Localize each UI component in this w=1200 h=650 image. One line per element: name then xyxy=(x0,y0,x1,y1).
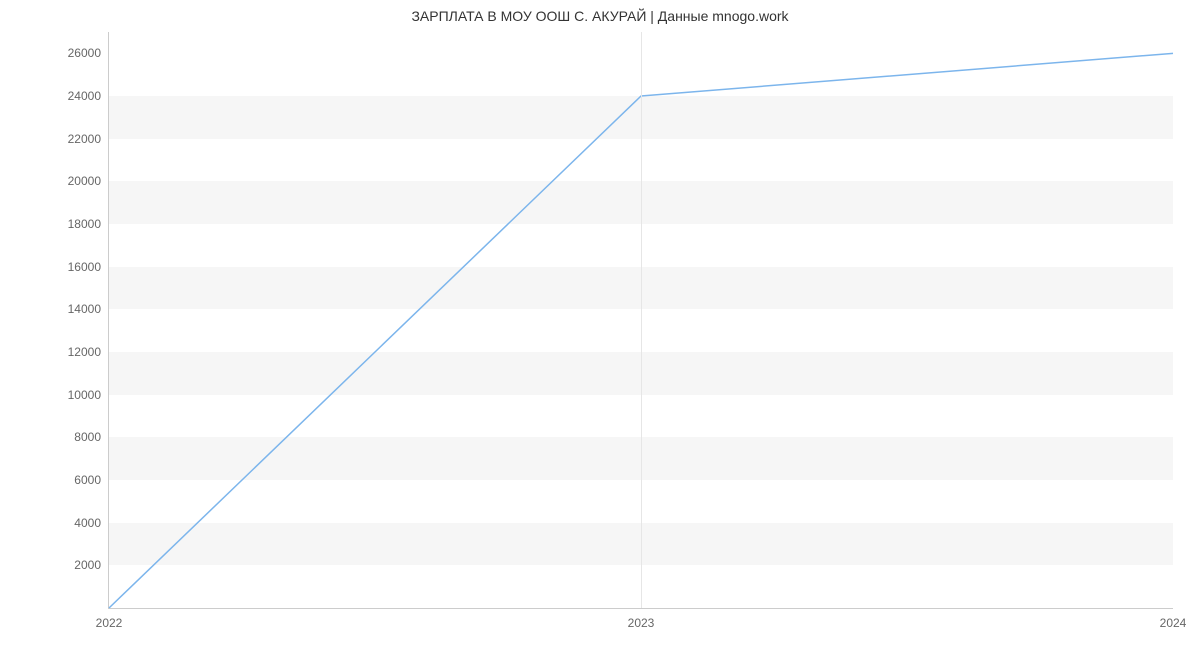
y-tick-label: 16000 xyxy=(68,260,101,274)
y-tick-label: 14000 xyxy=(68,302,101,316)
salary-line-chart: ЗАРПЛАТА В МОУ ООШ С. АКУРАЙ | Данные mn… xyxy=(0,0,1200,650)
y-tick-label: 8000 xyxy=(74,430,101,444)
x-tick-label: 2023 xyxy=(628,616,655,630)
chart-title: ЗАРПЛАТА В МОУ ООШ С. АКУРАЙ | Данные mn… xyxy=(0,0,1200,28)
y-tick-label: 6000 xyxy=(74,473,101,487)
x-tick-label: 2024 xyxy=(1160,616,1187,630)
y-tick-label: 26000 xyxy=(68,46,101,60)
plot-area: 2000400060008000100001200014000160001800… xyxy=(108,32,1173,609)
y-tick-label: 4000 xyxy=(74,516,101,530)
y-tick-label: 18000 xyxy=(68,217,101,231)
y-tick-label: 2000 xyxy=(74,558,101,572)
y-tick-label: 12000 xyxy=(68,345,101,359)
y-tick-label: 24000 xyxy=(68,89,101,103)
y-tick-label: 10000 xyxy=(68,388,101,402)
x-tick-label: 2022 xyxy=(96,616,123,630)
y-tick-label: 22000 xyxy=(68,132,101,146)
y-tick-label: 20000 xyxy=(68,174,101,188)
grid-line-vertical xyxy=(641,32,642,608)
